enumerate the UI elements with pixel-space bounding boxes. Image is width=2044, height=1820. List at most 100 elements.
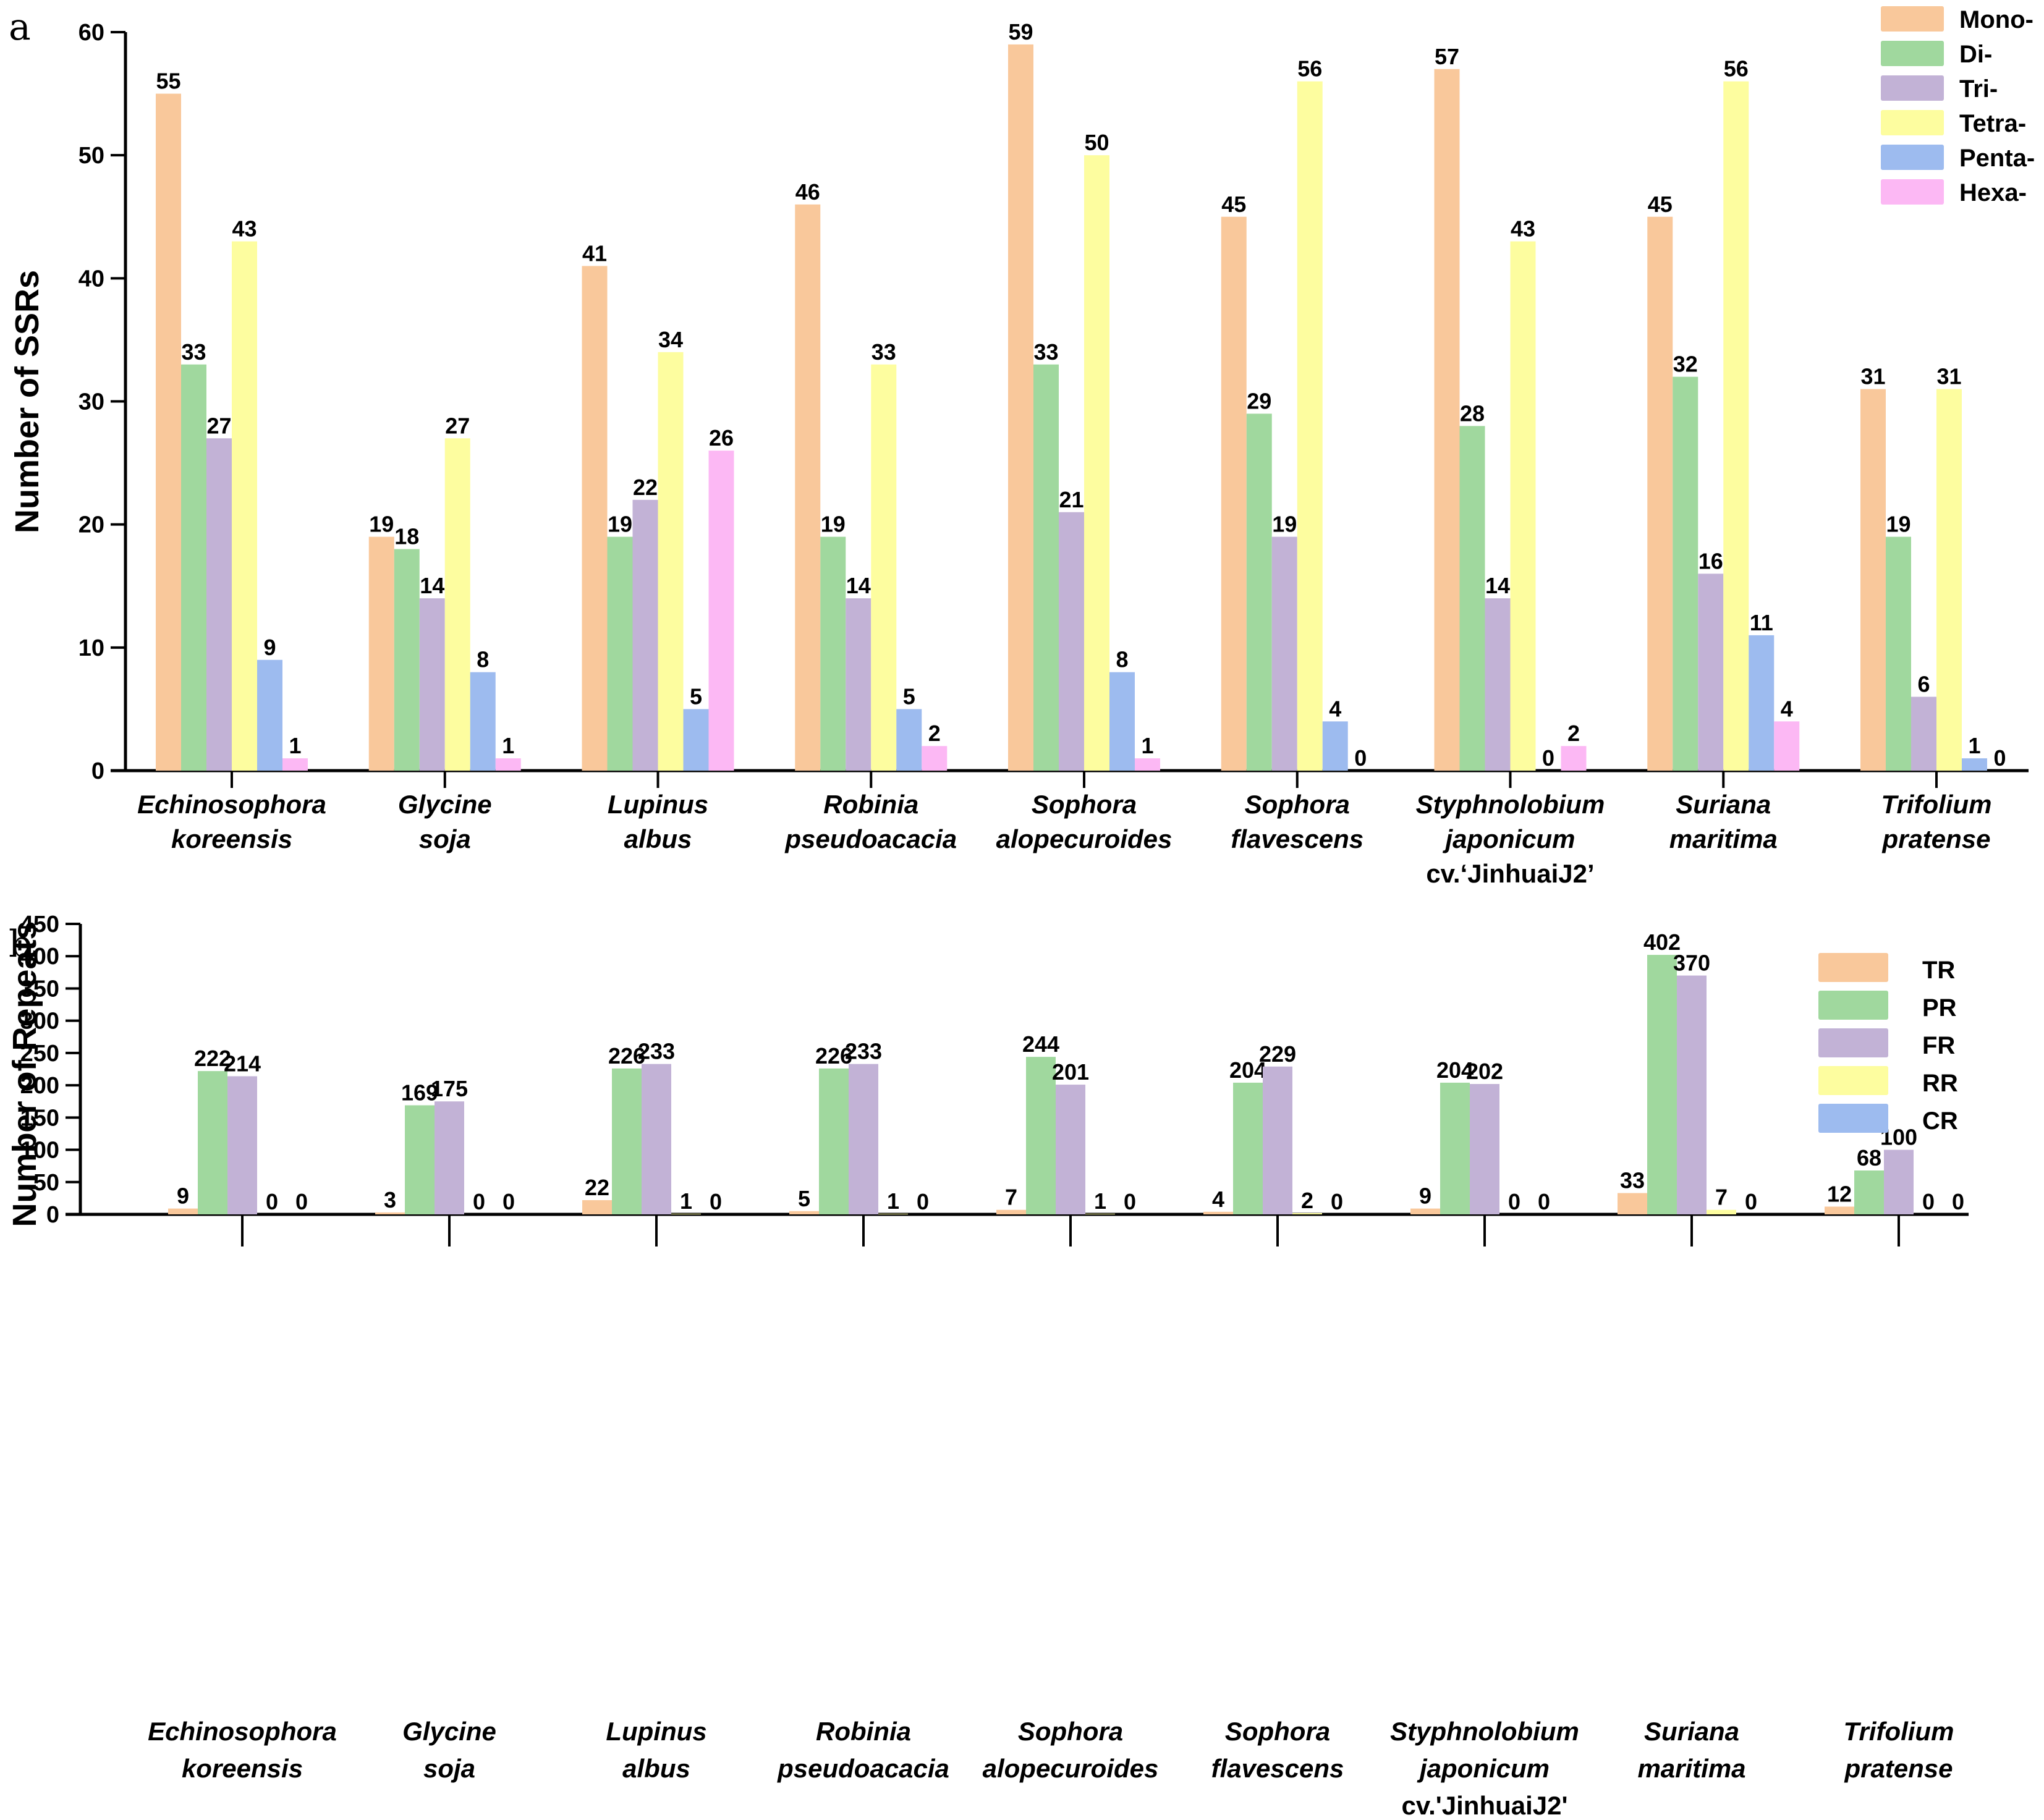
panel-a-data-label: 31 bbox=[1936, 364, 1961, 389]
panel-b-legend-label: CR bbox=[1922, 1107, 1958, 1135]
panel-b-legend-swatch bbox=[1818, 1104, 1888, 1133]
panel-a-bar-mono bbox=[795, 204, 821, 771]
panel-b-bar-rr bbox=[1707, 1209, 1736, 1214]
panel-b-category-label: koreensis bbox=[182, 1754, 303, 1783]
panel-b-bar-pr bbox=[1440, 1082, 1470, 1214]
panel-a-data-label: 50 bbox=[1084, 130, 1109, 155]
panel-b-data-label: 0 bbox=[1124, 1189, 1136, 1214]
panel-a-data-label: 1 bbox=[289, 733, 301, 758]
panel-a-legend: Mono- Di- Tri- Tetra- Penta- Hexa- bbox=[1881, 6, 2035, 206]
panel-a-bar-di bbox=[181, 364, 206, 771]
panel-b-data-label: 3 bbox=[384, 1187, 396, 1213]
panel-a-y-tick-label: 20 bbox=[78, 512, 104, 538]
panel-a-category-label: albus bbox=[624, 824, 692, 853]
panel-a-data-label: 2 bbox=[928, 721, 941, 746]
panel-a-category-label: cv.‘JinhuaiJ2’ bbox=[1426, 859, 1594, 888]
panel-b-y-tick-label: 250 bbox=[20, 1041, 59, 1067]
panel-a-bar-di bbox=[820, 536, 846, 771]
panel-a-data-label: 46 bbox=[795, 179, 820, 205]
panel-b-category-label: soja bbox=[423, 1754, 475, 1783]
panel-b-bar-pr bbox=[612, 1068, 642, 1214]
panel-b-data-label: 222 bbox=[194, 1046, 231, 1071]
panel-a-bar-tetra bbox=[232, 241, 257, 771]
panel-b-data-label: 7 bbox=[1005, 1185, 1017, 1210]
panel-b-category-label: Lupinus bbox=[606, 1717, 706, 1746]
panel-a-bar-tri bbox=[1911, 696, 1936, 771]
panel-a-bar-tri bbox=[1059, 512, 1084, 771]
panel-b-category-label: japonicum bbox=[1417, 1754, 1550, 1783]
panel-a-data-label: 14 bbox=[420, 573, 444, 598]
panel-b-data-label: 0 bbox=[295, 1189, 308, 1214]
panel-b-data-label: 4 bbox=[1212, 1187, 1224, 1212]
panel-b-bar-pr bbox=[1647, 955, 1677, 1214]
panel-a-category-label: japonicum bbox=[1442, 824, 1575, 853]
panel-a-data-label: 27 bbox=[206, 413, 231, 438]
panel-a-bar-mono bbox=[368, 536, 394, 771]
panel-a-bar-hexa bbox=[1561, 746, 1587, 771]
panel-a-category-label: Styphnolobium bbox=[1416, 790, 1605, 819]
panel-a-data-label: 14 bbox=[846, 573, 871, 598]
panel-b-bar-tr bbox=[789, 1211, 819, 1214]
panel-b-data-label: 7 bbox=[1715, 1185, 1728, 1210]
panel-b-data-label: 12 bbox=[1827, 1181, 1852, 1206]
panel-b-bar-pr bbox=[1854, 1170, 1884, 1214]
panel-b-bar-pr bbox=[405, 1105, 435, 1214]
panel-a-y-tick-label: 50 bbox=[78, 143, 104, 169]
panel-b-category-label: Robinia bbox=[816, 1717, 911, 1746]
panel-a-legend-label: Tri- bbox=[1959, 75, 1998, 103]
panel-a-data-label: 4 bbox=[1781, 696, 1793, 721]
panel-a-data-label: 18 bbox=[394, 524, 419, 549]
panel-a-data-label: 19 bbox=[369, 512, 394, 537]
panel-b-data-label: 22 bbox=[585, 1175, 609, 1200]
panel-a-bar-mono bbox=[156, 93, 181, 771]
panel-a-bar-tetra bbox=[1297, 81, 1323, 771]
panel-a-category-label: Trifolium bbox=[1881, 790, 1992, 819]
panel-a-legend-swatch bbox=[1881, 179, 1944, 205]
panel-a-bar-hexa bbox=[495, 758, 521, 771]
panel-a-bar-di bbox=[607, 536, 633, 771]
panel-a-bar-mono bbox=[1647, 216, 1673, 771]
panel-a-bar-tetra bbox=[1510, 241, 1536, 771]
panel-b-legend-label: RR bbox=[1922, 1070, 1958, 1097]
panel-a-legend-label: Tetra- bbox=[1959, 110, 2026, 137]
panel-b-y-axis-title: Number of Repeats bbox=[6, 921, 43, 1227]
panel-b-category-label: Suriana bbox=[1644, 1717, 1739, 1746]
panel-a-data-label: 34 bbox=[658, 327, 683, 352]
panel-b-bar-tr bbox=[1618, 1193, 1647, 1214]
panel-a-data-label: 19 bbox=[1272, 512, 1297, 537]
panel-a-data-label: 45 bbox=[1221, 192, 1246, 217]
panel-a-y-tick-label: 30 bbox=[78, 389, 104, 415]
panel-b-data-label: 0 bbox=[1331, 1189, 1343, 1214]
panel-a-bar-di bbox=[394, 549, 420, 771]
panel-b-bar-fr bbox=[1884, 1149, 1914, 1214]
panel-a-legend-label: Mono- bbox=[1959, 6, 2033, 33]
panel-letter-b: b bbox=[9, 923, 32, 966]
panel-b-bar-pr bbox=[1233, 1082, 1263, 1214]
panel-a-data-label: 0 bbox=[1354, 745, 1367, 771]
panel-b-data-label: 5 bbox=[798, 1186, 810, 1211]
panel-a-bar-hexa bbox=[708, 451, 734, 771]
panel-a-y-tick-label: 60 bbox=[78, 20, 104, 46]
panel-a-legend-label: Di- bbox=[1959, 41, 1992, 68]
panel-a-data-label: 56 bbox=[1724, 56, 1749, 82]
panel-a-data-label: 16 bbox=[1698, 548, 1723, 574]
panel-a-bar-hexa bbox=[922, 746, 948, 771]
panel-a-bar-tri bbox=[846, 598, 871, 771]
panel-b-y-tick-label: 50 bbox=[33, 1170, 59, 1196]
panel-b-category-label: pratense bbox=[1844, 1754, 1953, 1783]
panel-a-data-label: 27 bbox=[445, 413, 470, 438]
panel-b-category-label: Sophora bbox=[1225, 1717, 1330, 1746]
panel-b-data-label: 204 bbox=[1229, 1057, 1266, 1083]
panel-b-data-label: 226 bbox=[815, 1043, 852, 1069]
panel-b-bar-tr bbox=[1825, 1206, 1854, 1214]
panel-b-data-label: 0 bbox=[710, 1189, 722, 1214]
panel-b-bar-pr bbox=[198, 1071, 227, 1214]
panel-b-bar-fr bbox=[1056, 1085, 1085, 1214]
panel-b-legend-label: TR bbox=[1922, 957, 1955, 984]
panel-a-legend-swatch bbox=[1881, 6, 1944, 32]
panel-b-data-label: 0 bbox=[1508, 1189, 1520, 1214]
panel-b-y-tick-label: 350 bbox=[20, 976, 59, 1002]
